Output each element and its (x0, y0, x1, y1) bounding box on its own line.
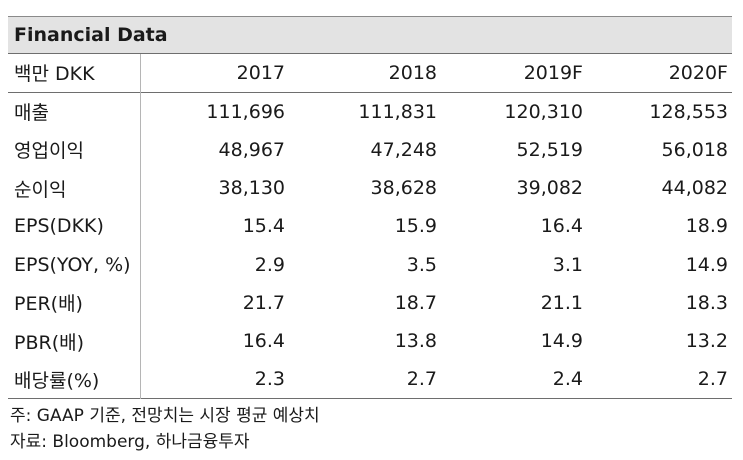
table-cell: 13.8 (394, 330, 437, 353)
table-row: PBR(배) 16.4 13.8 14.9 13.2 (8, 322, 732, 361)
table-cell: 3.1 (552, 253, 583, 276)
row-label: PBR(배) (8, 322, 141, 361)
table-row: EPS(YOY, %) 2.9 3.5 3.1 14.9 (8, 245, 732, 284)
header-year: 2020F (668, 61, 728, 84)
table-cell: 16.4 (242, 330, 285, 353)
table-cell: 21.1 (540, 291, 583, 314)
table-cell: 52,519 (516, 138, 583, 161)
table-cell: 2.4 (552, 368, 583, 391)
table-header-row: 백만 DKK 2017 2018 2019F 2020F (8, 54, 732, 93)
table-cell: 14.9 (685, 253, 728, 276)
table-row: EPS(DKK) 15.4 15.9 16.4 18.9 (8, 207, 732, 246)
footnote-source: 자료: Bloomberg, 하나금융투자 (10, 432, 250, 453)
table-cell: 2.9 (254, 253, 285, 276)
table-cell: 47,248 (370, 138, 437, 161)
table-cell: 2.3 (254, 368, 285, 391)
row-label: EPS(YOY, %) (8, 245, 141, 284)
table-row: 순이익 38,130 38,628 39,082 44,082 (8, 168, 732, 208)
table-cell: 38,130 (218, 177, 285, 200)
header-year: 2018 (388, 61, 437, 84)
table-cell: 15.4 (242, 215, 285, 238)
table-cell: 15.9 (394, 215, 437, 238)
table-row: 영업이익 48,967 47,248 52,519 56,018 (8, 130, 732, 169)
row-label: 매출 (8, 92, 141, 131)
table-cell: 2.7 (697, 368, 728, 391)
financial-table: 백만 DKK 2017 2018 2019F 2020F 매출 111,696 … (8, 54, 732, 399)
table-cell: 111,696 (206, 100, 285, 123)
header-year: 2019F (523, 61, 583, 84)
table-cell: 13.2 (685, 330, 728, 353)
table-cell: 2.7 (406, 368, 437, 391)
table-cell: 16.4 (540, 215, 583, 238)
table-row: 매출 111,696 111,831 120,310 128,553 (8, 92, 732, 131)
table-row: 배당률(%) 2.3 2.7 2.4 2.7 (8, 360, 732, 399)
footnotes: 주: GAAP 기준, 전망치는 시장 평균 예상치 자료: Bloomberg… (8, 403, 732, 455)
panel-title: Financial Data (8, 16, 732, 54)
table-cell: 128,553 (649, 100, 728, 123)
table-cell: 48,967 (218, 138, 285, 161)
table-cell: 14.9 (540, 330, 583, 353)
row-label: 순이익 (8, 168, 141, 208)
table-cell: 120,310 (504, 100, 583, 123)
row-label: 영업이익 (8, 130, 141, 169)
table-cell: 39,082 (516, 177, 583, 200)
table-cell: 18.7 (394, 291, 437, 314)
header-unit: 백만 DKK (8, 54, 141, 93)
row-label: 배당률(%) (8, 360, 141, 399)
table-row: PER(배) 21.7 18.7 21.1 18.3 (8, 283, 732, 323)
table-cell: 56,018 (661, 138, 728, 161)
table-cell: 18.9 (685, 215, 728, 238)
table-cell: 18.3 (685, 291, 728, 314)
financial-data-panel: Financial Data 백만 DKK 2017 2018 2019F 20… (8, 16, 732, 455)
table-cell: 3.5 (406, 253, 437, 276)
header-year: 2017 (236, 61, 285, 84)
row-label: PER(배) (8, 283, 141, 323)
row-label: EPS(DKK) (8, 207, 141, 246)
table-cell: 21.7 (242, 291, 285, 314)
table-cell: 38,628 (370, 177, 437, 200)
footnote-basis: 주: GAAP 기준, 전망치는 시장 평균 예상치 (10, 406, 320, 427)
table-cell: 44,082 (661, 177, 728, 200)
table-cell: 111,831 (358, 100, 437, 123)
